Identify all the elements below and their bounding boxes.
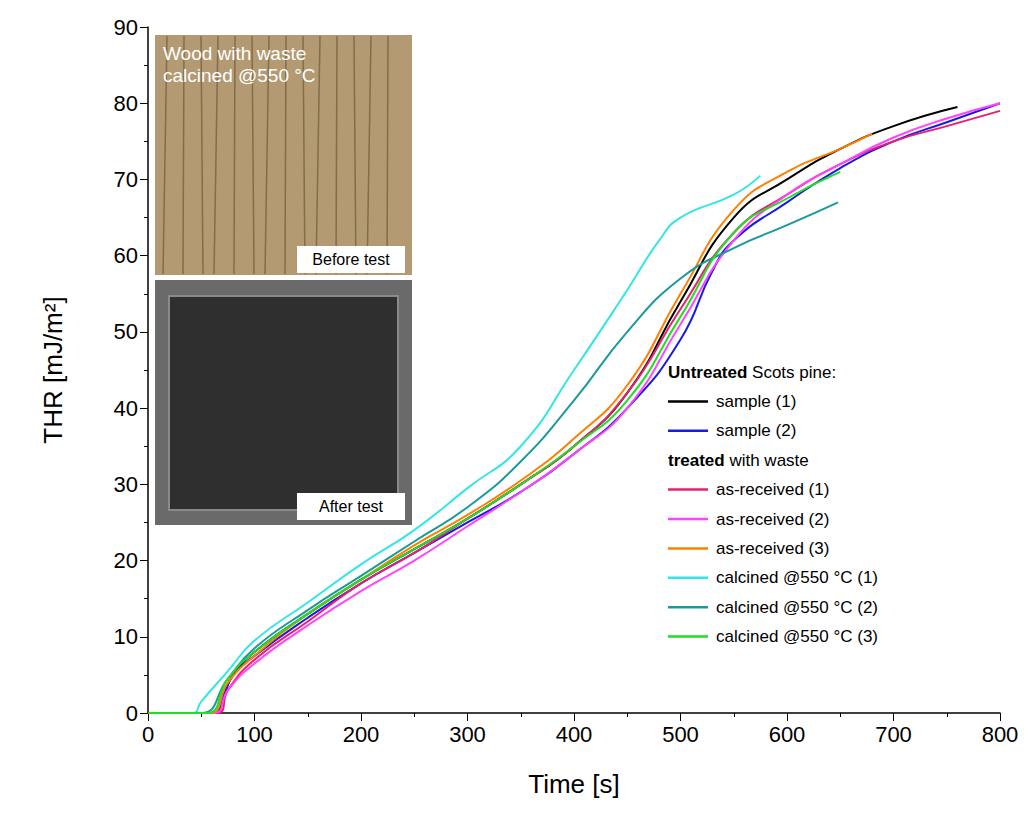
svg-text:10: 10 [114,624,138,649]
svg-text:90: 90 [114,15,138,40]
svg-text:400: 400 [556,722,593,747]
svg-text:60: 60 [114,243,138,268]
svg-text:40: 40 [114,396,138,421]
svg-text:as-received (1): as-received (1) [716,480,829,499]
svg-text:with waste: with waste [725,451,809,470]
svg-text:70: 70 [114,167,138,192]
svg-text:Before test: Before test [312,251,390,268]
svg-text:calcined @550 °C (3): calcined @550 °C (3) [716,627,878,646]
svg-text:as-received (2): as-received (2) [716,510,829,529]
svg-text:30: 30 [114,472,138,497]
svg-text:80: 80 [114,91,138,116]
svg-text:500: 500 [662,722,699,747]
svg-text:50: 50 [114,319,138,344]
svg-text:sample (2): sample (2) [716,421,796,440]
svg-text:600: 600 [769,722,806,747]
svg-text:treated: treated [668,451,725,470]
svg-text:200: 200 [343,722,380,747]
svg-text:calcined @550 °C (1): calcined @550 °C (1) [716,568,878,587]
svg-text:Wood with waste: Wood with waste [163,43,312,64]
svg-text:sample (1): sample (1) [716,392,796,411]
svg-text:calcined @550 °C: calcined @550 °C [163,65,316,86]
svg-text:0: 0 [142,722,154,747]
svg-text:20: 20 [114,548,138,573]
svg-text:800: 800 [982,722,1019,747]
svg-text:0: 0 [126,701,138,726]
svg-text:700: 700 [875,722,912,747]
svg-text:as-received (3): as-received (3) [716,539,829,558]
svg-text:Scots pine:: Scots pine: [747,363,836,382]
svg-text:Untreated: Untreated [668,363,747,382]
svg-text:Time [s]: Time [s] [528,769,619,799]
svg-text:After test: After test [319,498,384,515]
svg-text:100: 100 [236,722,273,747]
svg-text:calcined @550 °C (2): calcined @550 °C (2) [716,598,878,617]
svg-text:300: 300 [449,722,486,747]
svg-text:THR [mJ/m²]: THR [mJ/m²] [38,296,68,443]
